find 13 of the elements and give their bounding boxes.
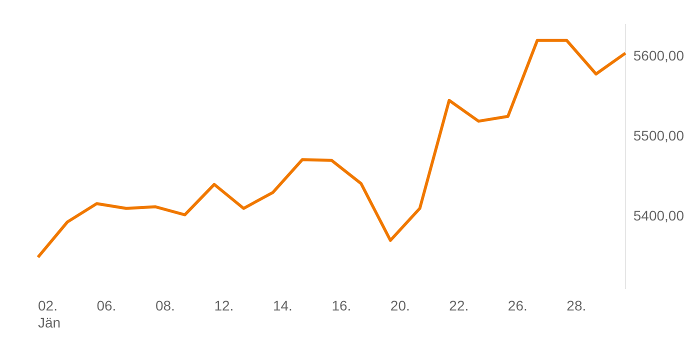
x-tick-label: 14. xyxy=(272,298,292,314)
y-tick-label: 5500,00 xyxy=(633,127,684,144)
y-tick-label: 5600,00 xyxy=(633,47,684,64)
x-tick-label: 08. xyxy=(155,298,175,314)
y-tick-label: 5400,00 xyxy=(633,207,684,224)
x-tick-label: 26. xyxy=(508,298,528,314)
x-tick-label: 06. xyxy=(96,298,116,314)
x-tick-label: 22. xyxy=(449,298,469,314)
x-tick-label: 28. xyxy=(566,298,586,314)
x-tick-label: 12. xyxy=(214,298,234,314)
x-tick-label: 20. xyxy=(390,298,410,314)
x-tick-label: 16. xyxy=(332,298,352,314)
x-tick-label: 02. Jän xyxy=(38,298,61,330)
